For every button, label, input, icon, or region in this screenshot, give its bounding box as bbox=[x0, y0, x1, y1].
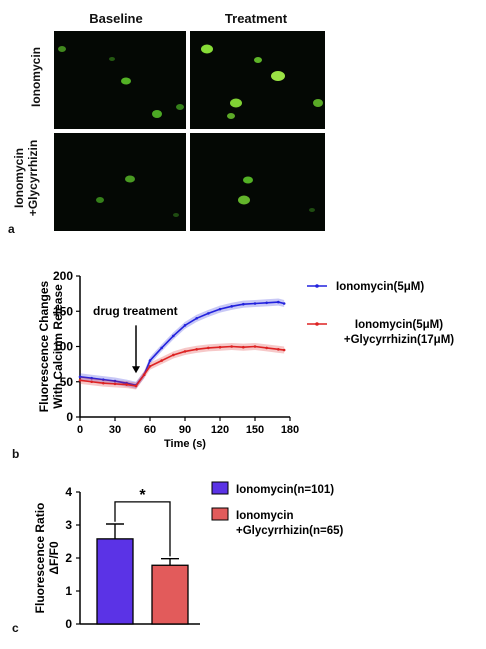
series-point bbox=[160, 359, 163, 362]
series-point bbox=[78, 379, 82, 382]
legend-label: Ionomycin(5μM) bbox=[355, 319, 443, 331]
cells-glycyrrhizin-treatment bbox=[238, 176, 315, 212]
series-point bbox=[134, 384, 138, 388]
x-axis-label: Time (s) bbox=[164, 438, 206, 450]
series-line bbox=[79, 301, 285, 387]
legend-swatch bbox=[211, 507, 229, 521]
series-point bbox=[242, 302, 245, 306]
bar bbox=[151, 564, 189, 625]
y-tick-label: 50 bbox=[60, 375, 74, 389]
panel-letter-c: c bbox=[12, 621, 19, 635]
legend-label: +Glycyrrhizin(n=65) bbox=[236, 525, 344, 537]
x-tick-label: 180 bbox=[281, 424, 299, 436]
significance-bracket bbox=[114, 501, 171, 557]
series-point bbox=[277, 300, 280, 304]
series-point bbox=[282, 348, 286, 352]
legend-swatch bbox=[211, 481, 229, 495]
legend-label: +Glycyrrhizin(17μM) bbox=[344, 334, 454, 346]
y-tick-label: 200 bbox=[53, 269, 73, 283]
annotation-arrow-head bbox=[132, 366, 140, 374]
image-ionomycin-baseline bbox=[54, 31, 186, 129]
series-point bbox=[195, 348, 198, 351]
series-point bbox=[160, 346, 163, 350]
series-point bbox=[253, 345, 257, 348]
series-point bbox=[265, 346, 268, 350]
calcium-release-line-chart: 0 50 100 150 200 0 30 60 90 120 150 180 Time (s) Fluo… bbox=[37, 269, 454, 450]
legend-marker bbox=[315, 322, 319, 326]
series-point bbox=[207, 346, 210, 350]
image-glycyrrhizin-treatment bbox=[190, 133, 325, 231]
column-title-baseline: Baseline bbox=[89, 11, 143, 26]
series-point bbox=[183, 350, 187, 353]
cells-ionomycin-baseline bbox=[58, 46, 184, 118]
y-tick-label: 150 bbox=[53, 304, 73, 318]
x-tick-label: 150 bbox=[246, 424, 264, 436]
series-point bbox=[218, 307, 222, 311]
series-point bbox=[265, 301, 268, 305]
y-tick-label: 100 bbox=[53, 340, 73, 354]
series-point bbox=[183, 324, 187, 327]
y-tick-label: 4 bbox=[65, 485, 72, 499]
series-point bbox=[172, 334, 175, 338]
legend-marker bbox=[315, 284, 319, 288]
series-point bbox=[125, 383, 128, 386]
significance-star: * bbox=[139, 487, 146, 504]
row-label-ionomycin: Ionomycin bbox=[29, 47, 43, 108]
legend-label: Ionomycin(n=101) bbox=[236, 484, 334, 496]
y-axis-label: ΔF/F0 bbox=[47, 541, 61, 575]
bar bbox=[96, 538, 134, 625]
cells-ionomycin-treatment bbox=[201, 44, 323, 119]
legend-label: Ionomycin bbox=[236, 510, 294, 522]
series-line bbox=[79, 345, 285, 387]
y-tick-label: 3 bbox=[65, 518, 72, 532]
x-tick-label: 30 bbox=[109, 424, 121, 436]
series-point bbox=[277, 348, 280, 351]
x-tick-label: 120 bbox=[211, 424, 229, 436]
series-error-band bbox=[80, 342, 285, 390]
y-tick-label: 0 bbox=[66, 410, 73, 424]
panel-letter-b: b bbox=[12, 447, 20, 461]
legend-label: Ionomycin(5μM) bbox=[336, 281, 424, 293]
series-point bbox=[195, 317, 198, 320]
y-tick-label: 0 bbox=[65, 617, 72, 631]
x-tick-label: 60 bbox=[144, 424, 156, 436]
y-tick-label: 2 bbox=[65, 551, 72, 565]
series-point bbox=[207, 312, 210, 315]
y-axis-label: Fluorescence Ratio bbox=[33, 503, 47, 614]
series-point bbox=[90, 380, 93, 384]
series-point bbox=[218, 345, 222, 349]
series-point bbox=[148, 364, 152, 368]
series-point bbox=[113, 382, 117, 386]
series-point bbox=[102, 378, 105, 381]
row-label-ionomycin-glycyrrhizin: Ionomycin +Glycyrrhizin bbox=[12, 139, 40, 217]
x-tick-label: 0 bbox=[77, 424, 83, 436]
series-point bbox=[242, 345, 245, 349]
series-point bbox=[172, 353, 175, 357]
image-glycyrrhizin-baseline bbox=[54, 133, 186, 231]
drug-treatment-annotation: drug treatment bbox=[93, 304, 178, 318]
series-point bbox=[148, 359, 152, 362]
y-axis-label: Fluorescence Changes bbox=[37, 280, 51, 412]
series-point bbox=[253, 302, 257, 305]
series-point bbox=[102, 381, 105, 385]
series-point bbox=[90, 376, 93, 380]
series-point bbox=[230, 305, 233, 308]
cells-glycyrrhizin-baseline bbox=[96, 175, 179, 217]
fluorescence-ratio-bar-chart: 0 1 2 3 4 Fluorescence Ratio ΔF/F0 * Ionomycin(n… bbox=[33, 481, 344, 631]
series-point bbox=[142, 373, 146, 376]
panel-letter-a: a bbox=[8, 222, 15, 236]
column-title-treatment: Treatment bbox=[224, 11, 288, 26]
x-tick-label: 90 bbox=[179, 424, 191, 436]
series-point bbox=[113, 379, 117, 383]
series-point bbox=[282, 302, 286, 305]
series-point bbox=[78, 375, 82, 379]
image-ionomycin-treatment bbox=[190, 31, 325, 129]
y-axis-label: With Calcium Release bbox=[51, 284, 65, 409]
series-point bbox=[230, 345, 233, 348]
y-tick-label: 1 bbox=[65, 584, 72, 598]
